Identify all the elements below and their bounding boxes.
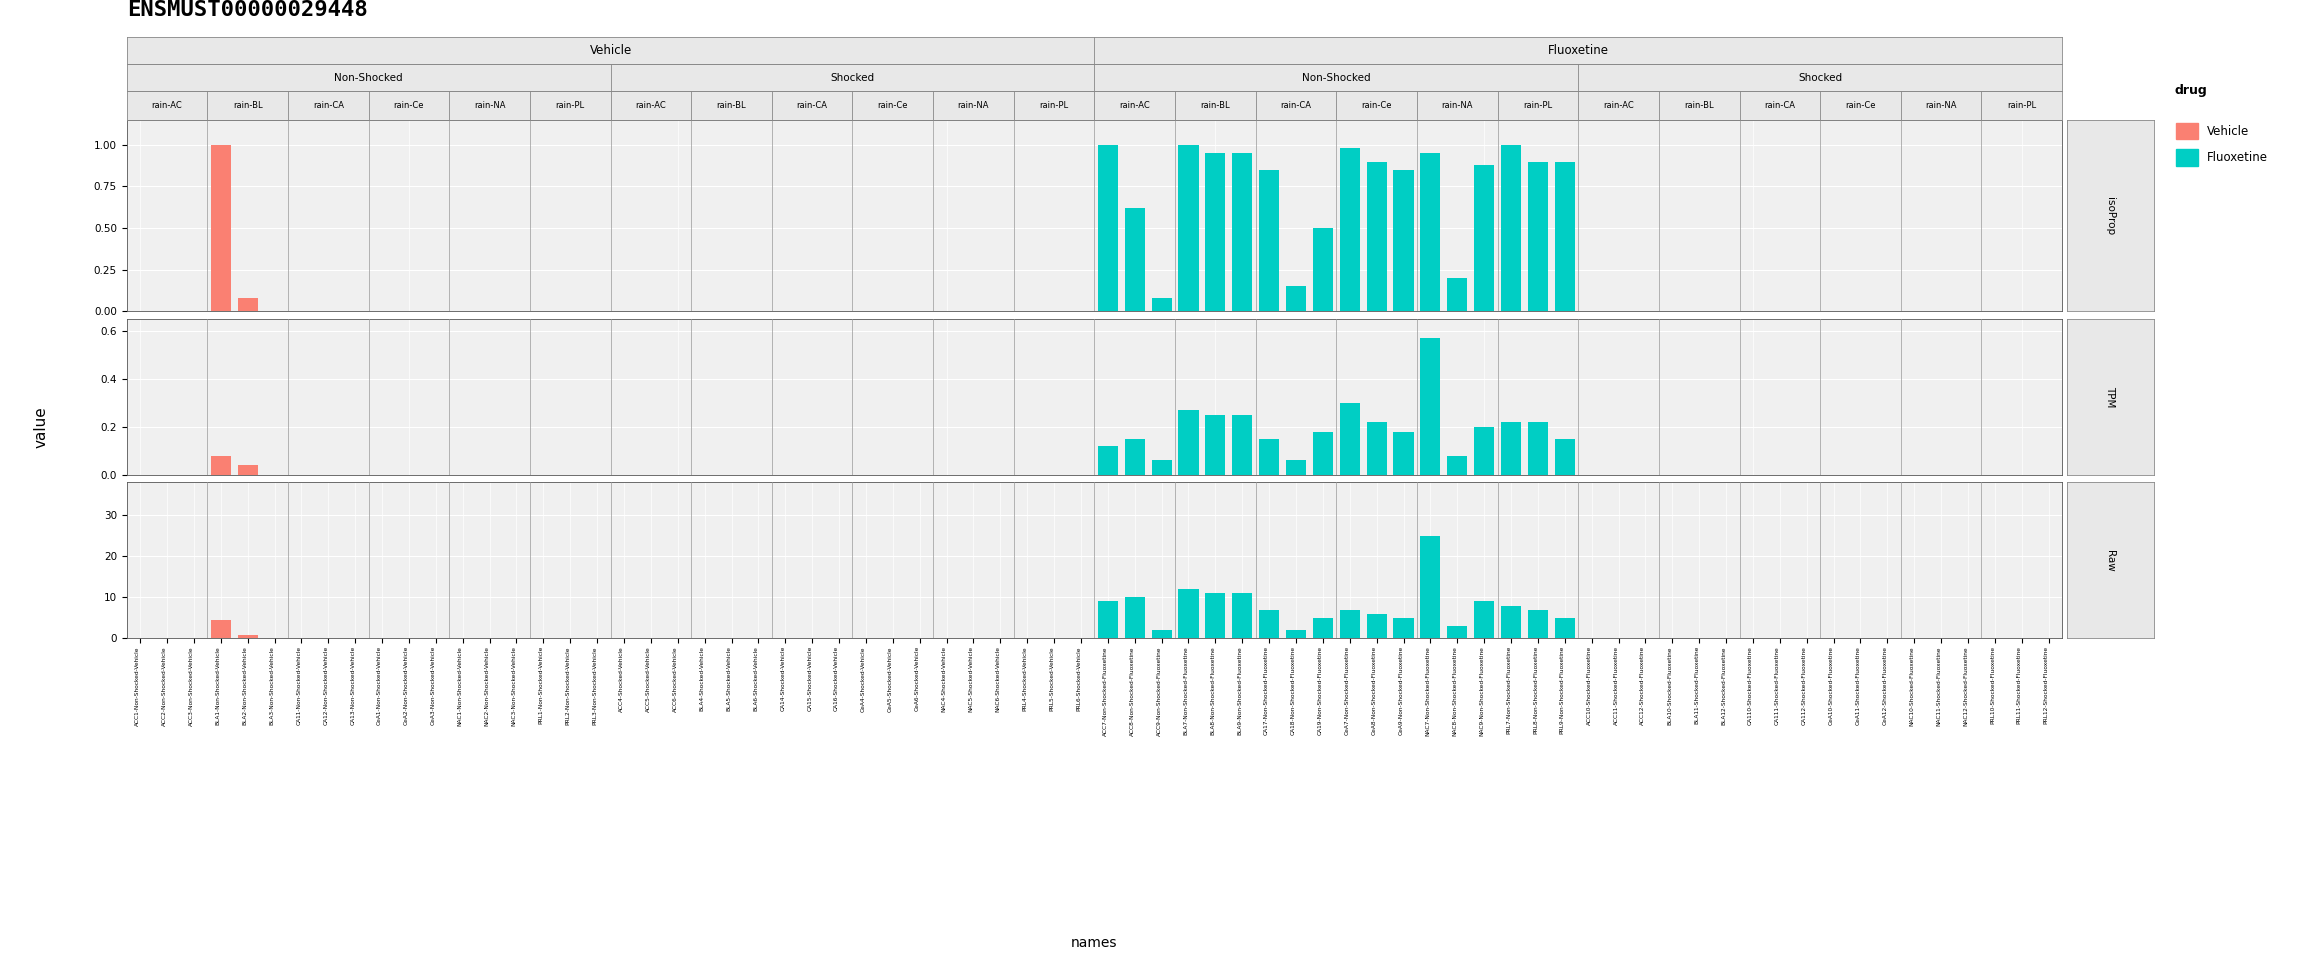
Bar (1500, 606, 1521, 638)
Bar (1528, 161, 1548, 311)
Text: rain-NA: rain-NA (1442, 101, 1472, 110)
Bar (1447, 626, 1468, 638)
Bar (1097, 446, 1117, 475)
Bar (1366, 161, 1387, 311)
Bar (1475, 427, 1495, 475)
Bar (1286, 630, 1306, 638)
Bar (1366, 422, 1387, 475)
Text: rain-BL: rain-BL (1200, 101, 1230, 110)
Bar (1339, 403, 1359, 475)
Bar (1313, 618, 1334, 638)
Bar (210, 620, 230, 638)
Bar (1124, 439, 1145, 475)
Bar (237, 636, 258, 638)
Bar (1339, 148, 1359, 311)
Text: rain-CA: rain-CA (1281, 101, 1311, 110)
Bar (1475, 165, 1495, 311)
Bar (1366, 613, 1387, 638)
Text: rain-AC: rain-AC (152, 101, 182, 110)
Text: ENSMUST00000029448: ENSMUST00000029448 (127, 0, 366, 20)
Text: rain-NA: rain-NA (958, 101, 988, 110)
Bar (1258, 439, 1279, 475)
Bar (1152, 630, 1173, 638)
Bar (1419, 536, 1440, 638)
Bar (210, 456, 230, 475)
Bar (1394, 170, 1415, 311)
Bar (1339, 610, 1359, 638)
Bar (1555, 439, 1576, 475)
Bar (1419, 154, 1440, 311)
Bar (1528, 422, 1548, 475)
Text: rain-NA: rain-NA (1926, 101, 1956, 110)
Bar (1313, 228, 1334, 311)
Bar (1500, 145, 1521, 311)
Bar (1394, 432, 1415, 475)
Text: rain-Ce: rain-Ce (1362, 101, 1392, 110)
Bar (1555, 618, 1576, 638)
Text: Shocked: Shocked (829, 73, 876, 83)
Bar (1124, 208, 1145, 311)
Bar (1097, 602, 1117, 638)
Bar (1177, 410, 1198, 475)
Text: isoProp: isoProp (2106, 197, 2115, 234)
Text: Fluoxetine: Fluoxetine (1548, 44, 1608, 58)
Bar (1394, 618, 1415, 638)
Bar (1475, 602, 1495, 638)
Bar (1205, 593, 1226, 638)
Bar (1205, 415, 1226, 475)
Text: value: value (35, 406, 48, 448)
Bar (237, 466, 258, 475)
Text: drug: drug (2175, 84, 2207, 98)
Text: rain-PL: rain-PL (1039, 101, 1069, 110)
Text: rain-CA: rain-CA (797, 101, 827, 110)
Bar (1258, 610, 1279, 638)
Bar (1152, 298, 1173, 311)
Text: Non-Shocked: Non-Shocked (1302, 73, 1371, 83)
Legend: Vehicle, Fluoxetine: Vehicle, Fluoxetine (2173, 118, 2272, 170)
Text: TPM: TPM (2106, 386, 2115, 407)
Text: Vehicle: Vehicle (590, 44, 631, 58)
Bar (1313, 432, 1334, 475)
Bar (210, 145, 230, 311)
Bar (1528, 610, 1548, 638)
Text: names: names (1071, 936, 1117, 950)
Bar (1205, 154, 1226, 311)
Text: rain-NA: rain-NA (475, 101, 505, 110)
Bar (1286, 286, 1306, 311)
Bar (237, 298, 258, 311)
Bar (1233, 593, 1253, 638)
Bar (1447, 456, 1468, 475)
Text: rain-PL: rain-PL (2007, 101, 2037, 110)
Text: rain-PL: rain-PL (555, 101, 585, 110)
Bar (1124, 597, 1145, 638)
Text: rain-Ce: rain-Ce (1846, 101, 1875, 110)
Text: rain-AC: rain-AC (1604, 101, 1634, 110)
Text: rain-BL: rain-BL (233, 101, 263, 110)
Text: rain-BL: rain-BL (1684, 101, 1714, 110)
Text: Shocked: Shocked (1797, 73, 1843, 83)
Bar (1258, 170, 1279, 311)
Bar (1233, 415, 1253, 475)
Text: Non-Shocked: Non-Shocked (334, 73, 403, 83)
Bar (1286, 461, 1306, 475)
Bar (1152, 461, 1173, 475)
Bar (1500, 422, 1521, 475)
Text: rain-Ce: rain-Ce (878, 101, 908, 110)
Text: rain-CA: rain-CA (313, 101, 343, 110)
Bar (1097, 145, 1117, 311)
Bar (1555, 161, 1576, 311)
Bar (1177, 145, 1198, 311)
Text: rain-AC: rain-AC (1120, 101, 1150, 110)
Bar (1419, 338, 1440, 475)
Text: rain-Ce: rain-Ce (394, 101, 424, 110)
Bar (1233, 154, 1253, 311)
Text: rain-AC: rain-AC (636, 101, 666, 110)
Text: rain-BL: rain-BL (717, 101, 746, 110)
Text: rain-CA: rain-CA (1765, 101, 1795, 110)
Bar (1177, 589, 1198, 638)
Bar (1447, 277, 1468, 311)
Text: rain-PL: rain-PL (1523, 101, 1553, 110)
Text: Raw: Raw (2106, 549, 2115, 571)
